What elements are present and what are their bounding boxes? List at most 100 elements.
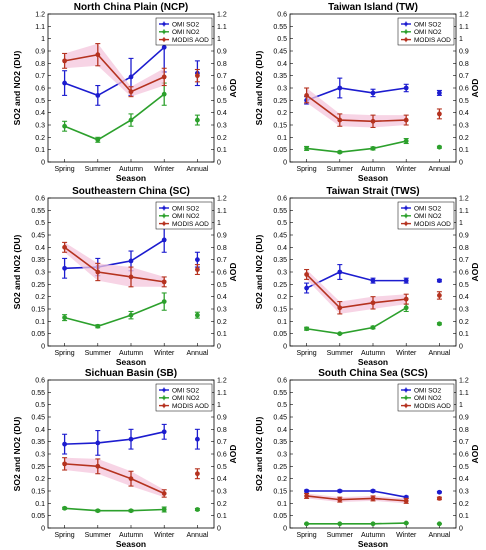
data-point: [62, 265, 67, 271]
y2-tick-label: 0.2: [459, 135, 469, 142]
series-no2: [304, 520, 442, 527]
legend-label: MODIS AOD: [172, 221, 209, 228]
data-point: [95, 323, 101, 329]
panel-title: North China Plain (NCP): [74, 2, 188, 13]
x-tick-label: Winter: [154, 532, 175, 539]
panel-title: Taiwan Island (TW): [328, 2, 418, 13]
series-aod: [304, 492, 442, 504]
y-tick-label: 0.05: [31, 513, 45, 520]
y2-tick-label: 0.2: [459, 319, 469, 326]
y2-tick-label: 1: [459, 36, 463, 43]
data-point: [337, 117, 343, 123]
legend-marker: [404, 38, 408, 42]
y-axis-label: SO2 and NO2 (DU): [12, 51, 22, 126]
y2-axis-label: AOD: [228, 445, 238, 464]
data-point: [62, 244, 67, 250]
y2-tick-label: 1.1: [459, 390, 469, 397]
data-point: [95, 52, 101, 58]
legend-label: MODIS AOD: [172, 37, 209, 44]
aod-uncertainty-band: [306, 88, 407, 128]
data-point: [337, 497, 343, 503]
x-tick-label: Winter: [154, 350, 175, 357]
data-point: [437, 90, 442, 96]
y2-tick-label: 0.9: [217, 233, 227, 240]
data-point: [128, 274, 134, 280]
legend-marker: [404, 206, 408, 210]
data-point: [437, 321, 442, 327]
legend-label: OMI NO2: [172, 213, 200, 220]
y2-tick-label: 0.8: [217, 427, 227, 434]
y2-tick-label: 0.1: [217, 147, 227, 154]
legend-label: OMI NO2: [172, 29, 200, 36]
x-tick-label: Annual: [429, 166, 451, 173]
y2-tick-label: 0.9: [459, 233, 469, 240]
y-tick-label: 0.3: [35, 270, 45, 277]
y2-axis-label: AOD: [470, 79, 480, 98]
series-line: [306, 522, 407, 525]
y-tick-label: 0.2: [35, 294, 45, 301]
data-point: [370, 278, 376, 284]
legend-label: OMI SO2: [414, 205, 441, 212]
y-tick-label: 0.45: [31, 233, 45, 240]
y-tick-label: 0.3: [277, 452, 287, 459]
series-line: [306, 87, 407, 102]
data-point: [161, 74, 167, 80]
y-tick-label: 0.8: [35, 61, 45, 68]
y-tick-label: 0.5: [277, 220, 287, 227]
y2-tick-label: 0.4: [217, 110, 227, 117]
data-point: [195, 507, 200, 512]
legend-marker: [162, 404, 166, 408]
y-tick-label: 0: [283, 160, 287, 167]
data-point: [437, 144, 442, 150]
data-point: [95, 269, 101, 275]
legend-marker: [404, 396, 408, 400]
data-point: [128, 508, 134, 514]
data-point: [337, 269, 343, 275]
series-line: [64, 46, 165, 97]
y-tick-label: 0.6: [35, 196, 45, 203]
y2-tick-label: 0.9: [459, 415, 469, 422]
y-tick-label: 0.1: [277, 135, 287, 142]
y-tick-label: 0.1: [35, 147, 45, 154]
panel-scs: South China Sea (SCS) 0 0.05 0.1 0.15 0.2 0.25…: [254, 368, 480, 549]
data-point: [128, 89, 134, 95]
data-point: [337, 305, 343, 311]
y-tick-label: 0.2: [277, 110, 287, 117]
series-no2: [62, 292, 200, 329]
data-point: [95, 93, 101, 98]
y2-tick-label: 0.7: [217, 439, 227, 446]
y2-tick-label: 0.8: [217, 61, 227, 68]
y2-tick-label: 1.2: [459, 378, 469, 385]
x-tick-label: Autumn: [119, 350, 143, 357]
x-axis-label: Season: [116, 357, 146, 367]
legend-label: OMI SO2: [414, 21, 441, 28]
y2-tick-label: 0.5: [459, 98, 469, 105]
y2-tick-label: 0.4: [459, 476, 469, 483]
y2-tick-label: 0.3: [217, 489, 227, 496]
y-tick-label: 0.45: [31, 415, 45, 422]
series-line: [306, 490, 407, 498]
y2-tick-label: 0.6: [459, 452, 469, 459]
data-point: [370, 146, 376, 151]
y-tick-label: 1: [41, 36, 45, 43]
y2-tick-label: 0.1: [459, 331, 469, 338]
x-tick-label: Autumn: [361, 166, 385, 173]
y2-tick-label: 0.5: [459, 464, 469, 471]
y2-tick-label: 0.6: [217, 86, 227, 93]
y-tick-label: 0.5: [277, 402, 287, 409]
x-tick-label: Winter: [396, 532, 417, 539]
aod-uncertainty-band: [64, 242, 165, 287]
legend-label: OMI SO2: [414, 387, 441, 394]
y-tick-label: 0.05: [273, 331, 287, 338]
y-tick-label: 0.4: [277, 245, 287, 252]
y-tick-label: 0.2: [35, 135, 45, 142]
series-line: [64, 53, 165, 93]
data-point: [403, 278, 409, 284]
y2-tick-label: 0.7: [459, 73, 469, 80]
y2-tick-label: 0.5: [459, 282, 469, 289]
x-tick-label: Summer: [85, 350, 112, 357]
series-so2: [304, 264, 442, 294]
y-tick-label: 0.35: [31, 257, 45, 264]
